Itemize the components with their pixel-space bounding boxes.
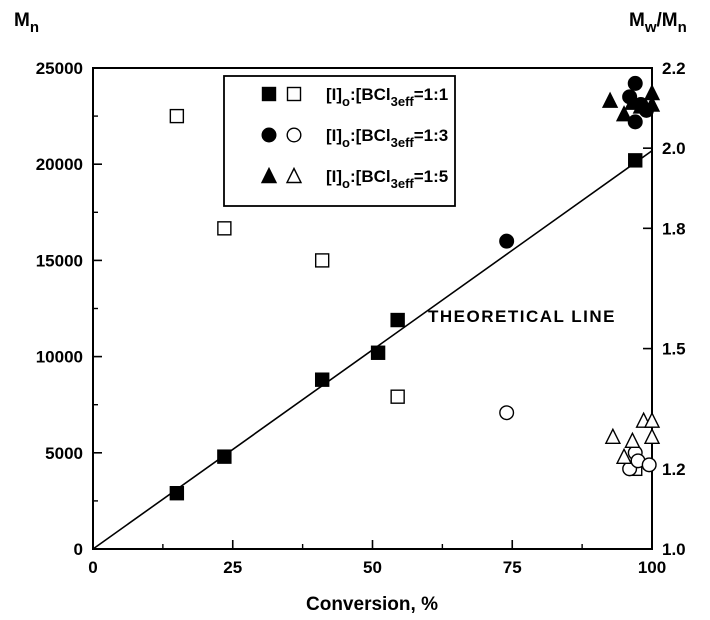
y-right-tick-label: 1.8: [662, 219, 686, 238]
legend-label: [I]o:[BCl3eff=1:3: [326, 126, 448, 150]
point-square-open: [217, 221, 232, 236]
point-square-filled: [628, 153, 643, 168]
point-triangle-open: [615, 447, 633, 465]
legend-label: [I]o:[BCl3eff=1:5: [326, 167, 448, 191]
y-right-axis-title: Mw/Mn: [629, 10, 687, 36]
data-points: [169, 75, 661, 501]
point-circle-open: [641, 457, 657, 473]
y-right-tick-label: 1.2: [662, 460, 686, 479]
y-right-tick-label: 1.5: [662, 340, 686, 359]
legend-circle-open-icon: [286, 127, 302, 143]
legend-triangle-filled-icon: [260, 166, 278, 184]
point-square-filled: [314, 372, 330, 387]
point-square-filled: [390, 312, 405, 328]
point-square-filled: [217, 449, 232, 464]
legend-triangle-open-icon: [285, 166, 303, 184]
point-triangle-filled: [624, 93, 641, 110]
point-circle-filled: [499, 233, 515, 249]
point-triangle-open: [643, 427, 661, 444]
x-axis-title: Conversion, %: [306, 594, 438, 615]
legend-square-filled-icon: [261, 86, 277, 102]
point-square-open: [390, 389, 405, 404]
point-circle-filled: [627, 114, 643, 130]
x-tick-label: 50: [363, 558, 382, 577]
point-circle-open: [499, 405, 515, 421]
x-tick-label: 100: [638, 558, 666, 577]
point-triangle-filled: [643, 95, 661, 112]
point-triangle-filled: [632, 97, 649, 114]
point-circle-filled: [627, 75, 643, 91]
point-square-filled: [169, 486, 185, 501]
y-left-tick-label: 10000: [36, 348, 83, 367]
point-triangle-filled: [601, 91, 619, 108]
legend-square-open-icon: [286, 86, 302, 102]
legend: [I]o:[BCl3eff=1:1 [I]o:[BCl3eff=1:3 [I]o:[…: [223, 75, 456, 207]
y-right-tick-label: 2.2: [662, 59, 686, 78]
point-square-open: [314, 253, 330, 268]
legend-rows: [I]o:[BCl3eff=1:1 [I]o:[BCl3eff=1:3 [I]o:[…: [260, 85, 448, 191]
point-triangle-open: [643, 411, 661, 428]
y-right-tick-label: 2.0: [662, 139, 686, 158]
y-left-axis-title: Mn: [14, 10, 39, 36]
point-square-open: [169, 108, 185, 124]
y-left-tick-label: 25000: [36, 59, 83, 78]
x-tick-label: 25: [223, 558, 242, 577]
ticks: 0 25 50 75 100 0 5000 10000 15000 20000 25000 1.0 1.…: [36, 59, 686, 577]
x-tick-label: 0: [88, 558, 97, 577]
point-triangle-open: [604, 427, 622, 444]
theoretical-line-label: THEORETICAL LINE: [428, 307, 616, 326]
y-left-tick-label: 15000: [36, 251, 83, 270]
point-triangle-filled: [615, 105, 633, 122]
legend-label: [I]o:[BCl3eff=1:1: [326, 85, 448, 109]
point-square-filled: [370, 345, 386, 360]
y-left-tick-label: 20000: [36, 155, 83, 174]
x-tick-label: 75: [503, 558, 522, 577]
y-left-tick-label: 0: [74, 540, 83, 559]
point-triangle-open: [624, 431, 641, 448]
y-right-tick-label: 1.0: [662, 540, 686, 559]
y-left-tick-label: 5000: [45, 444, 83, 463]
legend-circle-filled-icon: [261, 127, 277, 143]
